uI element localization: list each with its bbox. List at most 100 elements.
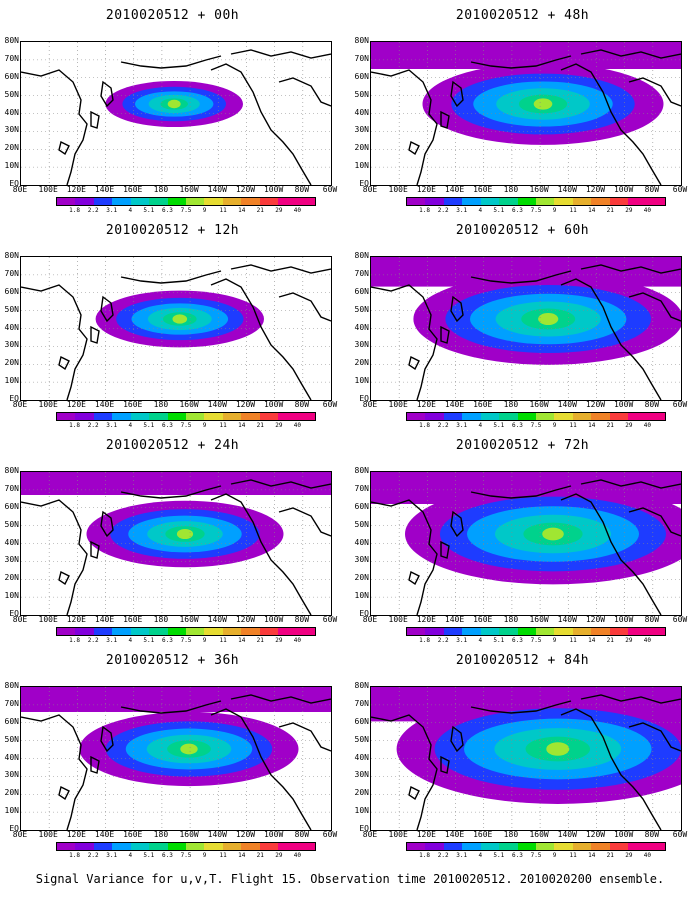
colorbar-swatch	[480, 628, 500, 635]
colorbar-swatch	[75, 198, 94, 205]
colorbar-swatch	[222, 413, 242, 420]
lat-tick-label: 50N	[4, 305, 19, 314]
lon-tick-label: 80W	[644, 615, 660, 624]
colorbar-swatch	[112, 198, 131, 205]
colorbar-swatch	[204, 843, 223, 850]
colorbar-tick-label: 40	[643, 852, 652, 859]
colorbar-swatch	[222, 843, 242, 850]
lat-tick-label: EQ	[9, 610, 19, 618]
colorbar-swatch	[628, 628, 647, 635]
colorbar-tick-label: 6.3	[512, 207, 523, 214]
colorbar-swatch	[628, 198, 647, 205]
lon-tick-label: 80E	[12, 400, 28, 409]
colorbar-tick-label: 29	[275, 852, 283, 859]
colorbar-swatch	[480, 843, 500, 850]
colorbar-swatch	[609, 628, 629, 635]
colorbar-tick-label: 9	[552, 637, 557, 644]
colorbar-tick-label: 6.3	[162, 422, 173, 429]
colorbar-tick-label: 4	[478, 637, 483, 644]
colorbar-tick-label: 14	[238, 207, 246, 214]
coastline	[560, 493, 662, 615]
colorbar-labels: 1.8 2.2 3.1 4 5.1 6.3 7.5 9 11 14 21 29 40	[406, 422, 666, 430]
panel-title: 2010020512 + 48h	[455, 8, 590, 23]
coastline	[210, 63, 312, 185]
colorbar-tick-label: 5.1	[143, 207, 155, 214]
colorbar-tick-label: 7.5	[530, 637, 542, 644]
lat-tick-label: 80N	[354, 467, 369, 475]
colorbar-tick-label: 40	[643, 207, 652, 214]
lat-tick-label: 50N	[354, 735, 369, 744]
panel-title: 2010020512 + 00h	[105, 8, 240, 23]
lat-tick-label: 10N	[4, 592, 19, 601]
coastline	[470, 270, 572, 284]
coastline	[58, 140, 70, 156]
forecast-panel: 2010020512 + 48h 80N 70N 60N 50N 40N 30N 20N 10…	[350, 0, 695, 215]
coastline	[58, 785, 70, 801]
variance-contour	[167, 99, 181, 109]
coastline	[21, 69, 88, 185]
colorbar-tick-label: 1.8	[419, 852, 430, 859]
colorbar-swatch	[167, 628, 186, 635]
colorbar-swatch	[278, 843, 297, 850]
colorbar-tick-label: 11	[219, 207, 227, 214]
colorbar-swatch	[167, 198, 186, 205]
lat-tick-label: 60N	[4, 502, 19, 511]
lon-tick-label: 80W	[644, 185, 660, 194]
colorbar-tick-label: 2.2	[87, 852, 99, 859]
coastline	[440, 540, 450, 559]
lon-tick-label: 100W	[263, 830, 284, 839]
colorbar-swatch	[425, 198, 444, 205]
coastline	[628, 292, 681, 322]
colorbar-tick-label: 7.5	[530, 422, 542, 429]
colorbar	[406, 412, 666, 421]
lon-tick-label: 120E	[416, 400, 436, 409]
colorbar-tick-label: 21	[256, 207, 264, 214]
colorbar-tick-label: 5.1	[493, 207, 505, 214]
lat-tick-label: EQ	[359, 610, 369, 618]
coastline	[371, 714, 438, 830]
colorbar-tick-label: 1.8	[69, 422, 80, 429]
colorbar-tick-label: 21	[606, 207, 614, 214]
lat-tick-label: EQ	[359, 395, 369, 403]
lat-tick-label: 80N	[4, 252, 19, 260]
colorbar	[406, 627, 666, 636]
colorbar-swatch	[499, 198, 518, 205]
colorbar-swatch	[149, 413, 168, 420]
lon-tick-label: 160W	[529, 185, 549, 194]
variance-contour	[546, 742, 570, 756]
colorbar-tick-label: 2.2	[87, 207, 99, 214]
lon-tick-label: 120W	[585, 400, 606, 409]
lat-tick-label: 70N	[354, 699, 369, 708]
panel-title: 2010020512 + 12h	[105, 223, 240, 238]
colorbar-swatch	[609, 413, 629, 420]
coastline	[278, 722, 331, 752]
colorbar-swatch	[462, 843, 481, 850]
lon-tick-label: 80E	[362, 185, 378, 194]
colorbar-tick-label: 14	[588, 637, 596, 644]
colorbar-swatch	[572, 198, 592, 205]
colorbar-swatch	[499, 843, 518, 850]
lat-tick-label: 30N	[354, 126, 369, 135]
colorbar-tick-label: 40	[293, 207, 302, 214]
colorbar	[56, 842, 316, 851]
lon-tick-label: 160W	[529, 400, 549, 409]
forecast-panel: 2010020512 + 24h 80N 70N 60N 50N 40N 30N 20N 10…	[0, 430, 345, 645]
colorbar-swatch	[628, 413, 647, 420]
colorbar-swatch	[259, 198, 279, 205]
colorbar-swatch	[628, 843, 647, 850]
variance-map	[20, 41, 332, 186]
lon-tick-label: 120E	[416, 185, 436, 194]
lat-tick-label: 30N	[354, 556, 369, 565]
variance-contour	[172, 314, 188, 324]
colorbar-tick-label: 5.1	[143, 422, 155, 429]
lon-tick-label: 140W	[207, 615, 227, 624]
lat-tick-label: 60N	[354, 287, 369, 296]
panel-title: 2010020512 + 84h	[455, 653, 590, 668]
lon-tick-label: 80W	[644, 830, 660, 839]
variance-map	[370, 41, 682, 186]
colorbar-tick-label: 21	[256, 637, 264, 644]
colorbar-swatch	[130, 413, 150, 420]
lon-tick-label: 140E	[94, 185, 115, 194]
colorbar-tick-label: 5.1	[493, 852, 505, 859]
colorbar-swatch	[407, 843, 426, 850]
